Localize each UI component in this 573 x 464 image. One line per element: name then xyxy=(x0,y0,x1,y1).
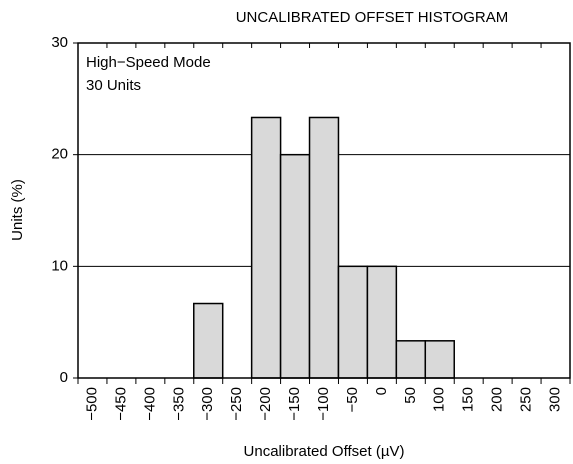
x-axis-label: Uncalibrated Offset (µV) xyxy=(244,443,405,460)
x-tick-label: −100 xyxy=(315,387,332,421)
bar xyxy=(424,340,455,379)
y-axis-label: Units (%) xyxy=(9,179,26,241)
x-tick-label: 250 xyxy=(518,387,535,412)
x-tick-label: −250 xyxy=(228,387,245,421)
annotation: High−Speed Mode xyxy=(86,54,211,71)
x-tick-label: −150 xyxy=(286,387,303,421)
bar xyxy=(193,302,224,379)
plot-frame xyxy=(77,42,571,379)
bar xyxy=(279,153,311,379)
y-tick-label: 30 xyxy=(51,34,68,51)
bar xyxy=(250,116,282,379)
chart-title: UNCALIBRATED OFFSET HISTOGRAM xyxy=(236,9,509,26)
bar xyxy=(308,116,340,379)
x-tick-label: 150 xyxy=(460,387,477,412)
x-tick-label: −400 xyxy=(141,387,158,421)
x-tick-label: 50 xyxy=(402,387,419,404)
x-tick-label: 200 xyxy=(489,387,506,412)
bar xyxy=(366,265,398,379)
x-tick-label: −200 xyxy=(257,387,274,421)
y-tick-label: 0 xyxy=(60,369,68,386)
x-tick-label: −50 xyxy=(344,387,361,412)
x-tick-label: 300 xyxy=(546,387,563,412)
annotation: 30 Units xyxy=(86,77,141,94)
y-tick-label: 20 xyxy=(51,146,68,163)
y-tick-label: 10 xyxy=(51,257,68,274)
x-tick-label: −300 xyxy=(199,387,216,421)
bar xyxy=(337,265,369,379)
x-tick-label: 0 xyxy=(373,387,390,395)
x-tick-label: −350 xyxy=(170,387,187,421)
x-tick-label: −450 xyxy=(112,387,129,421)
bar xyxy=(395,340,427,379)
x-tick-label: 100 xyxy=(431,387,448,412)
x-tick-label: −500 xyxy=(83,387,100,421)
